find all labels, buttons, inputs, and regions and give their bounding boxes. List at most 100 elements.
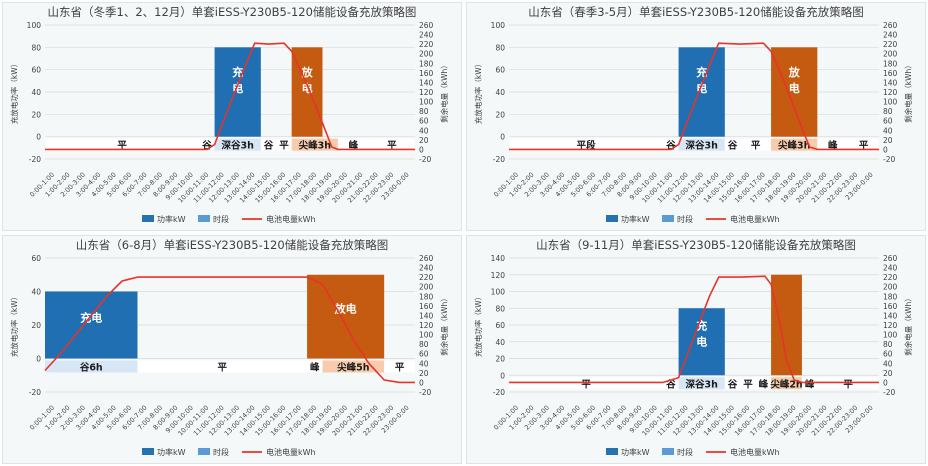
- period-band: [724, 377, 741, 390]
- period-band: [724, 138, 741, 151]
- y-tick-label: 0: [36, 133, 41, 142]
- period-label: 峰: [828, 140, 838, 152]
- period-label: 谷: [728, 140, 738, 152]
- y-tick-label: 60: [31, 254, 41, 263]
- period-band: [384, 360, 415, 373]
- y2-tick-label: 160: [883, 69, 898, 78]
- y-axis-label: 充放电功率（kW）: [9, 60, 19, 124]
- bar-label-char: 充: [232, 65, 243, 79]
- battery-line: [509, 275, 879, 384]
- y2-tick-label: 20: [883, 136, 893, 145]
- y2-tick-label: 240: [419, 264, 434, 273]
- y-tick-label: 80: [495, 304, 505, 313]
- chart-panel-summer: 山东省（6-8月）单套iESS-Y230B5-120储能设备充放策略图 -20 0 2…: [2, 235, 462, 464]
- chart-svg: 山东省（春季3-5月）单套iESS-Y230B5-120储能设备充放策略图 -20…: [473, 5, 913, 224]
- y2-tick-label: 80: [419, 340, 429, 349]
- y-tick-label: 40: [495, 88, 505, 97]
- y2-tick-label: 200: [883, 283, 898, 292]
- period-label: 平: [395, 363, 405, 374]
- battery-line: [44, 276, 415, 384]
- y2-tick-label: 240: [419, 31, 434, 40]
- period-band: [260, 138, 277, 151]
- battery-line: [45, 42, 415, 151]
- y2-tick-label: 240: [883, 264, 898, 273]
- power-bar: [214, 47, 261, 137]
- bar-label-char: 电: [696, 81, 707, 95]
- chart-title: 山东省（9-11月）单套iESS-Y230B5-120储能设备充放策略图: [536, 238, 856, 252]
- period-band: [755, 377, 772, 390]
- y-tick-label: 40: [31, 88, 41, 97]
- period-band: [137, 360, 308, 373]
- y2-tick-label: -20: [883, 388, 895, 397]
- legend-power-swatch: [606, 448, 618, 455]
- legend-period-swatch: [198, 215, 210, 222]
- legend-power-label: 功率kW: [157, 214, 186, 224]
- y2-tick-label: 140: [883, 311, 898, 320]
- y2-tick-label: 0: [419, 378, 424, 387]
- y2-tick-label: 220: [419, 273, 434, 282]
- y2-tick-label: 160: [419, 69, 434, 78]
- y-tick-label: 0: [500, 371, 505, 380]
- period-label: 谷: [264, 140, 274, 152]
- period-label: 深谷3h: [222, 140, 255, 152]
- y-tick-label: 140: [491, 254, 506, 263]
- bar-label: 充电: [80, 311, 102, 325]
- y2-tick-label: 220: [419, 40, 434, 49]
- y2-tick-label: 60: [419, 117, 429, 126]
- period-band: [817, 377, 879, 390]
- period-band: [678, 138, 725, 151]
- chart-panel-winter: 山东省（冬季1、2、12月）单套iESS-Y230B5-120储能设备充放策略图…: [2, 2, 462, 231]
- period-label: 平: [387, 141, 397, 152]
- period-band: [45, 138, 200, 151]
- y2-axis-label: 剩余电量（kWh）: [439, 61, 449, 123]
- period-band: [740, 377, 756, 390]
- y2-tick-label: 0: [883, 378, 888, 387]
- y2-tick-label: 200: [419, 50, 434, 59]
- period-label: 平: [581, 379, 591, 390]
- y-tick-label: 60: [495, 321, 505, 330]
- chart-panel-spring: 山东省（春季3-5月）单套iESS-Y230B5-120储能设备充放策略图 -20…: [466, 2, 926, 231]
- y2-tick-label: 80: [883, 340, 893, 349]
- legend-period-label: 时段: [677, 214, 693, 224]
- chart-title: 山东省（春季3-5月）单套iESS-Y230B5-120储能设备充放策略图: [528, 5, 863, 19]
- legend-battery-label: 电池电量kWh: [266, 447, 316, 457]
- y2-tick-label: 180: [883, 59, 898, 68]
- power-bar: [678, 47, 725, 137]
- power-bar: [307, 274, 385, 359]
- legend-period-label: 时段: [213, 214, 229, 224]
- bar-label-char: 电: [232, 81, 243, 95]
- period-label: 平: [843, 379, 853, 390]
- period-band: [291, 138, 338, 151]
- y2-tick-label: 60: [883, 117, 893, 126]
- period-label: 峰: [349, 140, 359, 152]
- y2-axis-label: 剩余电量（kWh）: [903, 61, 913, 123]
- y-tick-label: 60: [31, 66, 41, 75]
- y2-tick-label: -20: [419, 388, 431, 397]
- legend-battery-label: 电池电量kWh: [730, 214, 780, 224]
- bar-label-char: 电: [302, 81, 313, 95]
- period-label: 平: [751, 141, 761, 152]
- period-band: [848, 138, 879, 151]
- y2-tick-label: 120: [419, 321, 434, 330]
- y-tick-label: 80: [31, 43, 41, 52]
- period-label: 谷: [666, 140, 676, 152]
- y2-tick-label: 40: [419, 126, 429, 135]
- period-label: 平: [218, 363, 228, 374]
- y2-tick-label: 160: [419, 302, 434, 311]
- chart-panel-autumn: 山东省（9-11月）单套iESS-Y230B5-120储能设备充放策略图 -20 0…: [466, 235, 926, 464]
- period-band: [368, 138, 415, 151]
- y2-axis-label: 剩余电量（kWh）: [903, 294, 913, 356]
- power-bar: [45, 291, 138, 359]
- legend-power-swatch: [142, 448, 154, 455]
- bar-label-char: 充: [696, 65, 707, 79]
- y2-tick-label: 260: [883, 254, 898, 263]
- legend-power-label: 功率kW: [157, 447, 186, 457]
- period-label: 峰: [310, 362, 320, 374]
- chart-title: 山东省（冬季1、2、12月）单套iESS-Y230B5-120储能设备充放策略图: [48, 5, 417, 19]
- bar-label-char: 放: [788, 65, 801, 79]
- y2-tick-label: 80: [419, 107, 429, 116]
- period-label: 深谷3h: [686, 140, 719, 152]
- legend-battery-label: 电池电量kWh: [266, 214, 316, 224]
- y2-tick-label: 20: [883, 369, 893, 378]
- y2-tick-label: 120: [419, 88, 434, 97]
